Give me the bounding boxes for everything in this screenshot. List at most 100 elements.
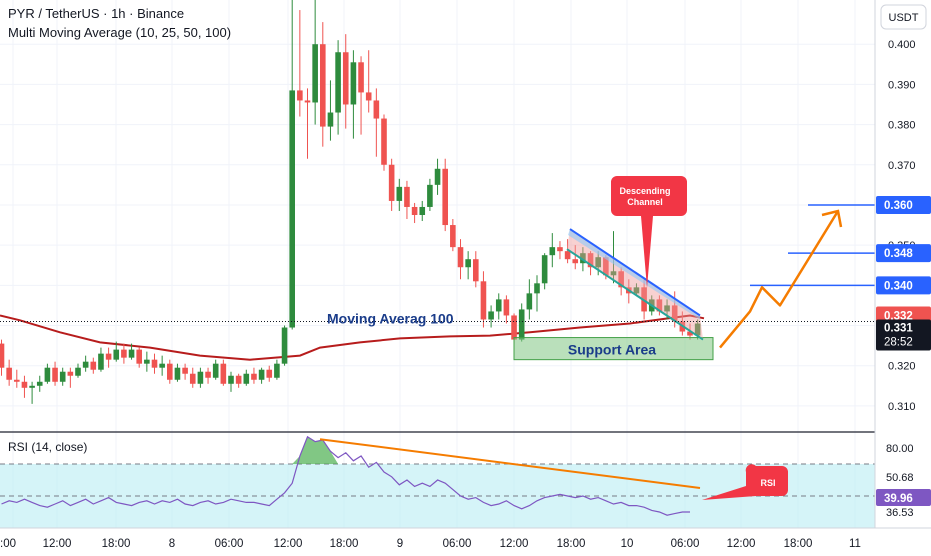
candle-body: [182, 367, 188, 374]
candle-body: [266, 369, 273, 378]
candle-body: [167, 363, 173, 380]
candle-body: [549, 247, 556, 256]
price-tag-ma: 0.332: [884, 310, 913, 322]
projection-arrow: [719, 210, 840, 349]
candle-down: [503, 295, 510, 324]
candle-body: [67, 371, 74, 376]
channel-fill: [567, 229, 703, 340]
candle-body: [235, 375, 242, 384]
candle-down: [266, 365, 273, 382]
candle-body: [664, 305, 670, 312]
candle-body: [572, 259, 579, 264]
candle-body: [610, 271, 617, 276]
candle-up: [289, 0, 295, 330]
candle-up: [427, 178, 433, 211]
price-tag-target1: 0.340: [884, 280, 913, 292]
candle-down: [151, 353, 158, 374]
candle-down: [0, 339, 5, 376]
candle-down: [587, 251, 594, 276]
ma100-line: [0, 314, 705, 361]
candle-down: [473, 251, 479, 288]
candle-up: [59, 367, 66, 386]
candle-body: [0, 343, 5, 368]
candle-body: [603, 257, 609, 276]
candle-body: [220, 363, 227, 384]
candle-body: [465, 259, 471, 268]
candle-down: [373, 88, 380, 157]
price-tick: 0.370: [888, 160, 916, 172]
time-tick: 18:00: [102, 538, 131, 550]
time-tick: 12:00: [274, 538, 303, 550]
candle-body: [121, 349, 127, 358]
candle-body: [381, 118, 387, 165]
candle-body: [151, 359, 158, 368]
candle-down: [557, 241, 563, 260]
candle-body: [633, 287, 640, 294]
price-tick: 0.320: [888, 361, 916, 373]
candle-body: [320, 44, 326, 127]
price-tick: 0.380: [888, 120, 916, 132]
candle-body: [189, 373, 196, 384]
candle-down: [67, 367, 74, 388]
ma100-label: Moving Averag 100: [327, 310, 454, 326]
candle-body: [534, 283, 540, 294]
candle-up: [396, 178, 403, 211]
candle-up: [44, 363, 51, 384]
rsi-title: RSI (14, close): [8, 440, 88, 454]
rsi-overbought-fill: [292, 436, 339, 464]
candle-body: [205, 371, 211, 378]
candle-body: [342, 52, 349, 105]
candle-body: [450, 225, 456, 248]
candle-up: [465, 251, 471, 280]
candle-down: [388, 158, 395, 211]
candle-down: [656, 295, 663, 316]
candle-body: [480, 281, 487, 320]
candle-body: [564, 251, 571, 260]
candle-body: [136, 349, 142, 364]
candle-body: [258, 369, 265, 380]
time-tick: :00: [0, 538, 16, 550]
candle-body: [656, 299, 663, 312]
candle-body: [159, 363, 165, 368]
candle-body: [113, 349, 120, 360]
candle-body: [396, 186, 403, 201]
candle-body: [495, 299, 502, 312]
candle-down: [442, 158, 448, 232]
candle-body: [29, 385, 35, 388]
candle-up: [327, 80, 334, 141]
price-tick: 0.310: [888, 401, 916, 413]
candle-down: [304, 88, 311, 159]
candle-down: [205, 367, 211, 384]
candle-down: [251, 367, 257, 384]
candle-up: [258, 367, 265, 384]
indicator-title: Multi Moving Average (10, 25, 50, 100): [8, 25, 232, 40]
candle-body: [144, 359, 150, 364]
rsi-callout: [702, 464, 788, 500]
candle-body: [98, 353, 104, 370]
candle-down: [572, 245, 579, 270]
candle-body: [6, 367, 12, 380]
candle-body: [419, 206, 426, 215]
candle-body: [197, 371, 204, 384]
candle-up: [75, 363, 81, 378]
candle-body: [518, 309, 525, 340]
candle-down: [618, 267, 624, 296]
candle-body: [350, 62, 357, 105]
candle-body: [442, 168, 448, 226]
candle-body: [52, 367, 58, 382]
candle-down: [381, 114, 387, 171]
candle-body: [365, 92, 372, 101]
time-tick: 11: [849, 538, 861, 550]
time-tick: 18:00: [784, 538, 813, 550]
candle-down: [189, 367, 196, 388]
candle-body: [59, 371, 66, 382]
time-axis: [0, 528, 931, 556]
price-tag-last-bg: [876, 319, 931, 351]
time-tick: 06:00: [215, 538, 244, 550]
candle-body: [14, 379, 20, 382]
candle-body: [687, 331, 693, 336]
candle-body: [404, 186, 410, 207]
rsi-line: [1, 435, 690, 516]
